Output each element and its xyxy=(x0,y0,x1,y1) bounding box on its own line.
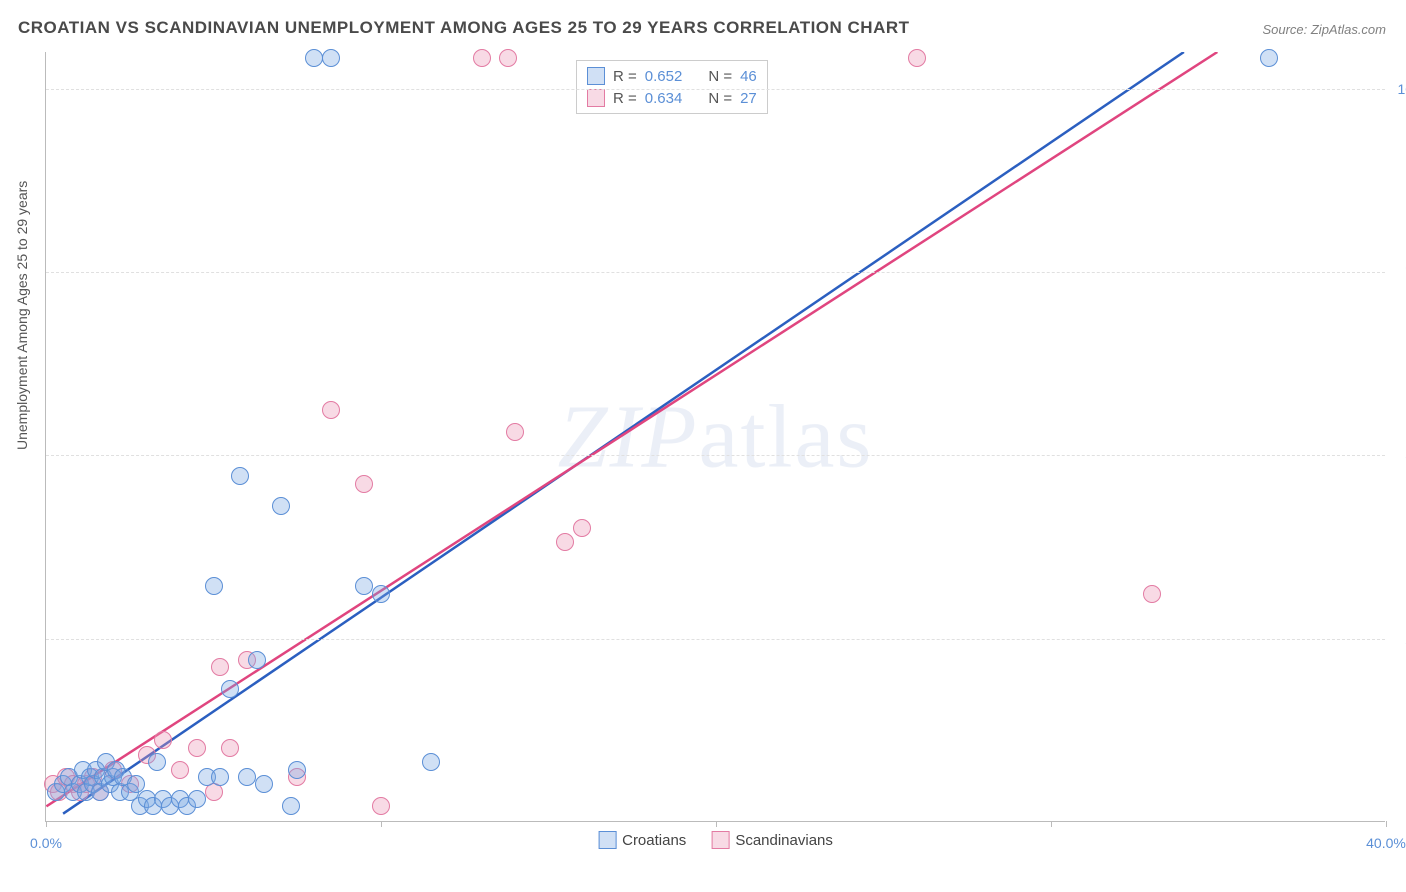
legend-row-scandinavians: R = 0.634 N = 27 xyxy=(587,87,757,109)
data-point-scandinavians xyxy=(499,49,517,67)
plot-area: ZIPatlas R = 0.652 N = 46 R = 0.634 N = … xyxy=(45,52,1385,822)
source-prefix: Source: xyxy=(1262,22,1310,37)
legend-swatch-scandinavians xyxy=(711,831,729,849)
legend-label-croatians: Croatians xyxy=(622,832,686,849)
legend-label-scandinavians: Scandinavians xyxy=(735,832,833,849)
source-attribution: Source: ZipAtlas.com xyxy=(1262,22,1386,37)
legend-correlation: R = 0.652 N = 46 R = 0.634 N = 27 xyxy=(576,60,768,114)
r-label: R = xyxy=(613,68,637,85)
data-point-croatians xyxy=(272,497,290,515)
watermark-atlas: atlas xyxy=(699,387,874,486)
watermark: ZIPatlas xyxy=(558,385,874,488)
data-point-croatians xyxy=(238,768,256,786)
data-point-croatians xyxy=(221,680,239,698)
chart-title: CROATIAN VS SCANDINAVIAN UNEMPLOYMENT AM… xyxy=(18,18,910,38)
r-value-scandinavians: 0.634 xyxy=(645,90,683,107)
n-label: N = xyxy=(708,90,732,107)
data-point-scandinavians xyxy=(506,423,524,441)
x-tick-label: 40.0% xyxy=(1366,835,1406,851)
data-point-scandinavians xyxy=(322,401,340,419)
watermark-zip: ZIP xyxy=(558,387,699,486)
data-point-scandinavians xyxy=(211,658,229,676)
data-point-croatians xyxy=(205,577,223,595)
legend-row-croatians: R = 0.652 N = 46 xyxy=(587,65,757,87)
data-point-croatians xyxy=(282,797,300,815)
n-value-croatians: 46 xyxy=(740,68,757,85)
data-point-croatians xyxy=(305,49,323,67)
legend-series: Croatians Scandinavians xyxy=(598,831,833,849)
gridline xyxy=(46,272,1385,273)
gridline xyxy=(46,639,1385,640)
data-point-croatians xyxy=(188,790,206,808)
r-label: R = xyxy=(613,90,637,107)
data-point-scandinavians xyxy=(154,731,172,749)
data-point-croatians xyxy=(372,585,390,603)
data-point-croatians xyxy=(422,753,440,771)
x-tick xyxy=(1051,821,1052,827)
y-tick-label: 75.0% xyxy=(1390,264,1406,280)
data-point-croatians xyxy=(355,577,373,595)
n-label: N = xyxy=(708,68,732,85)
x-tick-label: 0.0% xyxy=(30,835,62,851)
gridline xyxy=(46,89,1385,90)
legend-item-scandinavians: Scandinavians xyxy=(711,831,833,849)
data-point-croatians xyxy=(1260,49,1278,67)
data-point-croatians xyxy=(211,768,229,786)
data-point-scandinavians xyxy=(473,49,491,67)
trend-line-croatians xyxy=(63,52,1184,814)
data-point-croatians xyxy=(322,49,340,67)
x-tick xyxy=(1386,821,1387,827)
data-point-scandinavians xyxy=(188,739,206,757)
source-name: ZipAtlas.com xyxy=(1311,22,1386,37)
data-point-scandinavians xyxy=(221,739,239,757)
gridline xyxy=(46,455,1385,456)
y-tick-label: 50.0% xyxy=(1390,447,1406,463)
legend-swatch-scandinavians xyxy=(587,89,605,107)
data-point-scandinavians xyxy=(355,475,373,493)
data-point-scandinavians xyxy=(573,519,591,537)
chart-container: CROATIAN VS SCANDINAVIAN UNEMPLOYMENT AM… xyxy=(0,0,1406,892)
legend-swatch-croatians xyxy=(587,67,605,85)
data-point-croatians xyxy=(255,775,273,793)
data-point-scandinavians xyxy=(372,797,390,815)
n-value-scandinavians: 27 xyxy=(740,90,757,107)
legend-item-croatians: Croatians xyxy=(598,831,686,849)
y-axis-label: Unemployment Among Ages 25 to 29 years xyxy=(14,181,30,450)
data-point-scandinavians xyxy=(556,533,574,551)
x-tick xyxy=(381,821,382,827)
y-tick-label: 25.0% xyxy=(1390,631,1406,647)
data-point-scandinavians xyxy=(171,761,189,779)
legend-swatch-croatians xyxy=(598,831,616,849)
data-point-scandinavians xyxy=(908,49,926,67)
data-point-croatians xyxy=(231,467,249,485)
x-tick xyxy=(716,821,717,827)
data-point-croatians xyxy=(288,761,306,779)
data-point-scandinavians xyxy=(1143,585,1161,603)
y-tick-label: 100.0% xyxy=(1390,81,1406,97)
data-point-croatians xyxy=(248,651,266,669)
trend-lines xyxy=(46,52,1385,821)
x-tick xyxy=(46,821,47,827)
r-value-croatians: 0.652 xyxy=(645,68,683,85)
data-point-croatians xyxy=(148,753,166,771)
